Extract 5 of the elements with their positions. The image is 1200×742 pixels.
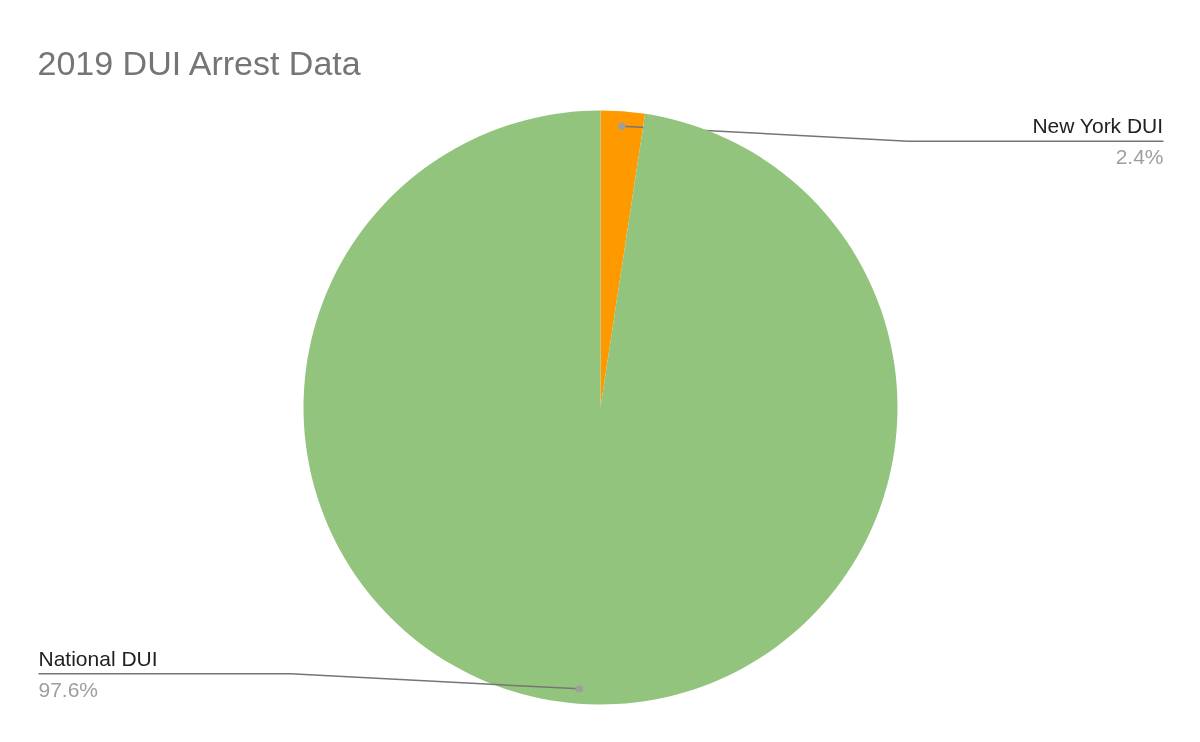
data-label: 2.4% — [1115, 145, 1164, 169]
data-label: 97.6% — [38, 677, 99, 701]
slice-label: New York DUI — [1032, 114, 1164, 138]
slice-label: National DUI — [38, 646, 158, 670]
chart-title: 2019 DUI Arrest Data — [37, 43, 361, 82]
